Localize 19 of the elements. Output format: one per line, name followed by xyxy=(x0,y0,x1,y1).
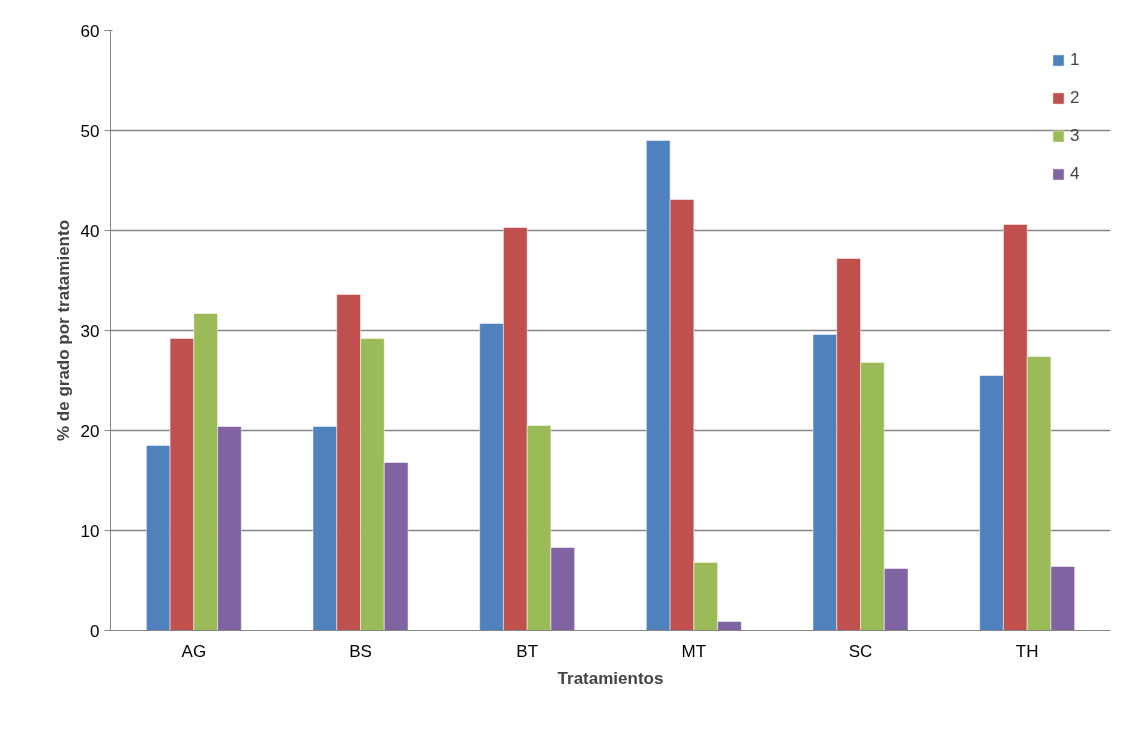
x-tick-label: BT xyxy=(516,641,539,661)
y-tick-label: 10 xyxy=(80,521,100,541)
legend-label: 4 xyxy=(1070,164,1081,184)
y-tick-label: 60 xyxy=(80,21,100,41)
x-tick-label: AG xyxy=(181,641,207,661)
legend-label: 3 xyxy=(1070,126,1081,146)
y-tick-label: 20 xyxy=(80,421,100,441)
y-tick-label: 30 xyxy=(80,321,100,341)
y-axis-title: % de grado por tratamiento xyxy=(53,219,73,442)
x-tick-label: MT xyxy=(681,641,707,661)
x-tick-label: SC xyxy=(848,641,873,661)
x-axis-title: Tratamientos xyxy=(557,668,664,688)
x-tick-label: TH xyxy=(1015,641,1039,661)
legend-label: 2 xyxy=(1070,88,1081,108)
legend-label: 1 xyxy=(1070,50,1081,70)
x-tick-label: BS xyxy=(349,641,372,661)
y-tick-label: 50 xyxy=(80,121,100,141)
y-tick-label: 40 xyxy=(80,221,100,241)
y-tick-label: 0 xyxy=(90,621,100,641)
